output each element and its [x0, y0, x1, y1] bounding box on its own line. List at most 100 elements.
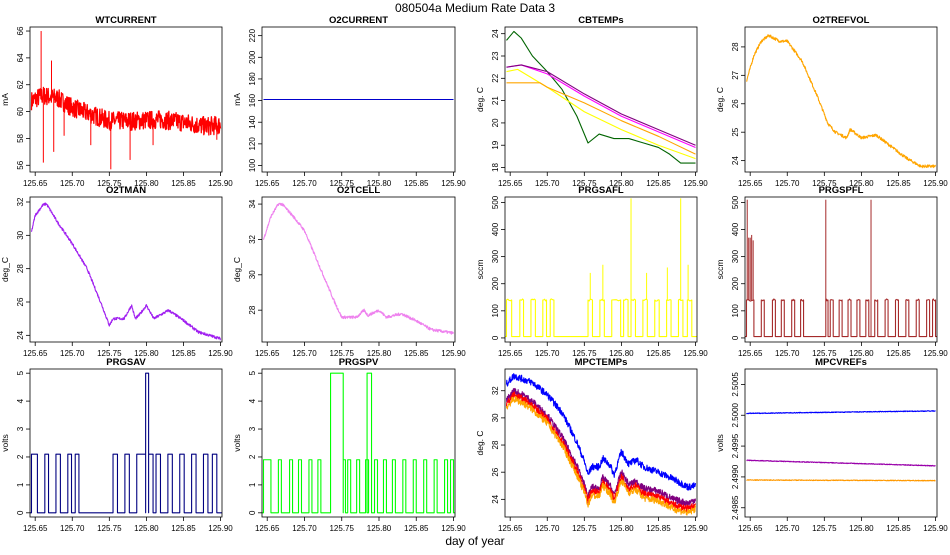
x-tick-label: 125.90	[923, 349, 948, 358]
y-tick-label: 26	[731, 99, 740, 108]
panel-mpcvrefs: MPCVREFs volts 125.65 125.70 125.75 125.80 125…	[715, 357, 948, 533]
panel-mpctemps: MPCTEMPs deg. C 125.65 125.70 125.75 125.80 12…	[475, 357, 708, 533]
x-tick-label: 125.75	[97, 349, 122, 358]
x-tick-label: 125.90	[208, 524, 233, 533]
panel-series-group	[746, 410, 936, 482]
y-tick-label: 4	[16, 398, 25, 403]
panel-frame	[504, 26, 698, 173]
x-tick-label: 125.75	[572, 179, 597, 188]
y-tick-label: 200	[731, 277, 740, 291]
x-tick-label: 125.80	[134, 524, 159, 533]
panel-y-label: deg. C	[475, 430, 485, 455]
y-tick-label: 28	[16, 264, 25, 273]
y-tick-label: 27	[731, 70, 740, 79]
series-line-1	[262, 372, 455, 514]
panel-y-label: volts	[715, 434, 725, 451]
series-line-1	[505, 298, 697, 338]
x-tick-label: 125.85	[646, 524, 671, 533]
series-line-1	[746, 410, 936, 415]
x-tick-label: 125.90	[208, 179, 233, 188]
y-tick-label: 28	[731, 42, 740, 51]
x-tick-label: 125.85	[404, 179, 429, 188]
panel-y-label: deg_C	[232, 257, 242, 282]
panel-title: O2CURRENT	[329, 15, 388, 26]
y-tick-label: 30	[491, 413, 500, 422]
series-line-2	[506, 68, 696, 160]
y-tick-label: 100	[248, 158, 257, 172]
panel-title: WTCURRENT	[95, 15, 156, 26]
x-tick-label: 125.80	[849, 179, 874, 188]
x-tick-label: 125.75	[812, 524, 837, 533]
y-tick-label: 34	[248, 199, 257, 208]
y-tick-label: 26	[491, 467, 500, 476]
series-line-1	[745, 298, 937, 338]
y-tick-label: 0	[491, 335, 500, 340]
panel-y-label: sccm	[715, 260, 725, 280]
x-tick-label: 125.75	[329, 524, 354, 533]
x-tick-label: 125.85	[404, 349, 429, 358]
x-tick-label: 125.85	[171, 179, 196, 188]
y-tick-label: 500	[491, 195, 500, 209]
y-tick-label: 300	[491, 249, 500, 263]
panel-prgspv: PRGSPV volts 125.65 125.70 125.75 125.80 125.8…	[232, 357, 466, 533]
panel-series-group	[262, 372, 455, 514]
series-line-1	[30, 372, 222, 514]
panel-o2tcell: O2TCELL deg_C 125.65 125.70 125.75 125.80 125.…	[232, 185, 466, 358]
y-tick-label: 300	[731, 249, 740, 263]
y-tick-label: 2.5000	[731, 402, 740, 427]
x-tick-label: 125.70	[775, 524, 800, 533]
x-tick-label: 125.65	[23, 349, 48, 358]
panel-title: PRGSPV	[339, 357, 379, 368]
series-line-1	[30, 202, 222, 341]
y-tick-label: 32	[248, 234, 257, 243]
series-line-3	[505, 391, 697, 513]
x-tick-label: 125.65	[255, 524, 280, 533]
panel-series-group	[746, 34, 936, 169]
y-tick-label: 180	[248, 72, 257, 86]
x-axis-label: day of year	[445, 534, 504, 548]
panel-y-label: volts	[232, 434, 242, 451]
y-tick-label: 200	[248, 50, 257, 64]
panel-title: PRGSAFL	[578, 185, 624, 196]
panel-y-label: deg_C	[0, 257, 10, 282]
x-tick-label: 125.90	[441, 179, 466, 188]
y-tick-label: 62	[16, 80, 25, 89]
series-line-1	[746, 34, 936, 169]
y-tick-label: 30	[16, 230, 25, 239]
y-tick-label: 4	[248, 398, 257, 403]
x-tick-label: 125.90	[683, 349, 708, 358]
x-tick-label: 125.90	[923, 179, 948, 188]
y-tick-label: 58	[16, 133, 25, 142]
x-tick-label: 125.80	[609, 179, 634, 188]
y-tick-label: 2.4995	[731, 433, 740, 458]
y-tick-label: 28	[248, 305, 257, 314]
y-tick-label: 120	[248, 137, 257, 151]
y-tick-label: 500	[731, 195, 740, 209]
x-tick-label: 125.70	[60, 524, 85, 533]
panel-y-label: sccm	[475, 260, 485, 280]
panel-title: O2TCELL	[337, 185, 380, 196]
y-tick-label: 1	[16, 482, 25, 487]
y-tick-label: 18	[491, 163, 500, 172]
y-tick-label: 140	[248, 115, 257, 129]
y-tick-label: 400	[491, 222, 500, 236]
x-tick-label: 125.75	[572, 349, 597, 358]
figure-title: 080504a Medium Rate Data 3	[395, 1, 555, 15]
y-tick-label: 66	[16, 26, 25, 35]
x-tick-label: 125.70	[60, 349, 85, 358]
x-tick-label: 125.75	[329, 349, 354, 358]
panel-cbtemps: CBTEMPs deg. C 125.65 125.70 125.75 125.80 125…	[475, 15, 708, 188]
y-tick-label: 24	[491, 494, 500, 503]
series-line-1	[505, 373, 697, 491]
panel-title: PRGSPFL	[819, 185, 864, 196]
x-tick-label: 125.85	[646, 179, 671, 188]
series-line-3	[746, 479, 936, 482]
x-tick-label: 125.85	[171, 349, 196, 358]
x-tick-label: 125.65	[498, 524, 523, 533]
y-tick-label: 2.4990	[731, 464, 740, 489]
x-tick-label: 125.80	[849, 524, 874, 533]
y-tick-label: 28	[491, 440, 500, 449]
x-tick-label: 125.90	[923, 524, 948, 533]
